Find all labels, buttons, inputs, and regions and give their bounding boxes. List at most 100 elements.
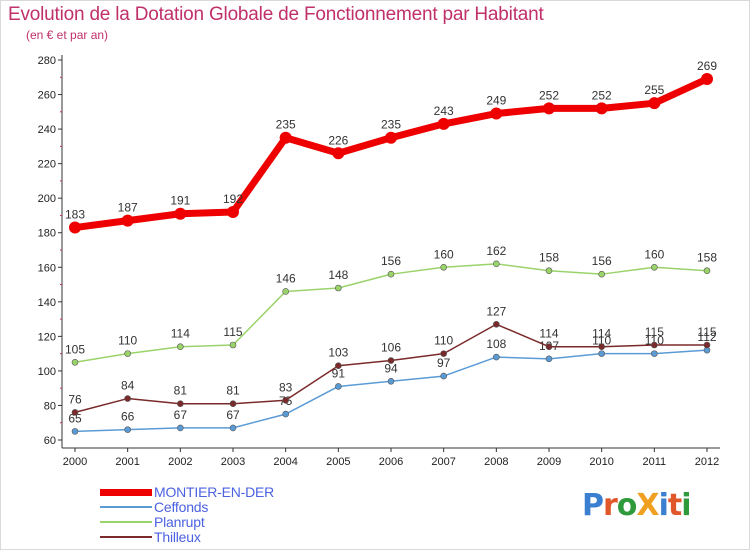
data-label: 191 [170, 194, 190, 208]
legend-swatch [100, 536, 152, 538]
data-point [440, 372, 447, 380]
x-tick-label: 2000 [63, 456, 87, 468]
data-label: 84 [121, 379, 135, 393]
data-label: 252 [539, 88, 559, 102]
y-tick-label: 280 [38, 55, 56, 67]
logo-letter: t [667, 488, 682, 523]
data-point [282, 410, 289, 418]
data-point [229, 400, 237, 408]
x-tick-label: 2002 [168, 456, 192, 468]
data-point [335, 362, 342, 370]
logo-letter: i [658, 488, 669, 523]
data-point [387, 270, 395, 278]
data-point [543, 102, 555, 115]
legend-item: Thilleux [100, 529, 360, 545]
legend-item: Planrupt [100, 514, 360, 530]
data-point [282, 288, 289, 295]
data-label: 255 [644, 83, 664, 97]
legend-swatch [100, 521, 152, 523]
data-label: 115 [223, 325, 242, 339]
x-tick-label: 2008 [484, 456, 508, 468]
y-tick-label: 80 [44, 400, 56, 412]
data-label: 66 [121, 410, 135, 424]
data-label: 65 [68, 411, 82, 425]
data-label: 146 [276, 271, 296, 285]
data-point [71, 409, 79, 416]
legend-swatch [100, 489, 152, 496]
data-label: 115 [697, 325, 716, 339]
data-label: 183 [65, 208, 85, 222]
data-label: 97 [437, 356, 451, 370]
chart-subtitle: (en € et par an) [26, 28, 109, 42]
x-tick-label: 2004 [273, 456, 297, 468]
x-tick-label: 2009 [537, 456, 561, 468]
data-point [437, 117, 450, 130]
data-label: 252 [592, 88, 612, 102]
x-tick-label: 2007 [431, 456, 455, 468]
legend-item: MONTIER-EN-DER [100, 484, 360, 500]
y-tick-label: 120 [38, 331, 56, 343]
data-point [124, 426, 131, 433]
legend-item: Ceffonds [100, 499, 360, 515]
data-label: 110 [434, 334, 453, 348]
data-label: 91 [332, 366, 346, 380]
y-tick-label: 260 [38, 90, 56, 102]
y-tick-label: 240 [38, 124, 56, 136]
data-point [493, 260, 500, 268]
data-label: 158 [697, 251, 717, 265]
data-point [595, 102, 608, 115]
data-label: 158 [539, 251, 559, 265]
legend-label: Ceffonds [154, 499, 209, 515]
data-point [335, 284, 342, 292]
data-point [545, 355, 553, 363]
data-point [124, 350, 131, 357]
data-point [279, 131, 292, 144]
data-label: 112 [697, 330, 716, 344]
y-tick-label: 100 [38, 366, 56, 378]
data-label: 108 [486, 337, 506, 351]
data-label: 110 [645, 334, 664, 348]
data-label: 81 [226, 384, 240, 398]
data-label: 243 [434, 104, 454, 118]
data-point [121, 214, 134, 227]
y-tick-label: 180 [38, 228, 56, 240]
data-label: 226 [328, 133, 348, 147]
data-point [545, 343, 553, 351]
data-point [387, 357, 395, 364]
data-point [71, 358, 79, 366]
data-point [703, 267, 711, 275]
y-tick-label: 140 [38, 297, 56, 309]
data-label: 67 [174, 408, 188, 422]
data-point [545, 267, 553, 275]
data-point [282, 396, 289, 404]
data-label: 156 [381, 254, 401, 268]
chart-legend: MONTIER-EN-DER Ceffonds Planrupt Thilleux [100, 484, 360, 545]
data-label: 114 [592, 327, 611, 341]
logo-letter: r [603, 488, 618, 523]
data-point [651, 263, 658, 271]
data-point [651, 350, 658, 357]
data-label: 156 [592, 254, 612, 268]
legend-swatch [100, 506, 152, 508]
logo-letter: o [616, 488, 638, 523]
data-label: 105 [65, 342, 85, 356]
data-point [69, 221, 81, 234]
data-point [177, 400, 184, 408]
data-point [648, 97, 661, 110]
data-point [490, 107, 503, 120]
logo-letter: P [582, 488, 604, 523]
data-point [332, 147, 345, 160]
x-tick-label: 2012 [695, 456, 719, 468]
x-tick-label: 2006 [379, 456, 403, 468]
data-point [229, 424, 237, 432]
data-label: 103 [328, 346, 348, 360]
data-label: 110 [118, 334, 137, 348]
data-label: 235 [276, 118, 296, 132]
data-label: 94 [384, 361, 398, 375]
x-tick-label: 2003 [221, 456, 245, 468]
data-point [598, 343, 605, 351]
x-tick-label: 2005 [326, 456, 350, 468]
proxiti-logo: ProXiti [582, 488, 692, 523]
data-point [493, 353, 500, 361]
